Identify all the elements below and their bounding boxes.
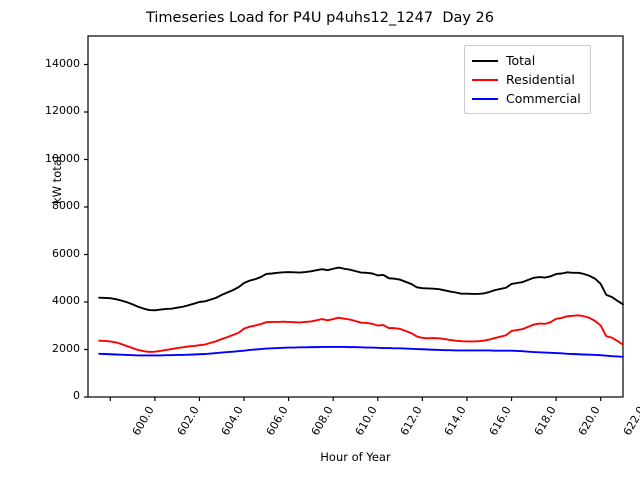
y-axis-label-wrapper: kW total — [46, 120, 66, 240]
series-line-residential — [98, 314, 624, 353]
y-tick-label: 6000 — [52, 246, 80, 260]
series-line-commercial — [98, 345, 624, 358]
legend-swatch-icon — [472, 59, 498, 62]
data-lines — [98, 266, 624, 358]
y-tick-label: 0 — [73, 389, 80, 402]
series-line-total — [98, 266, 624, 312]
legend-label: Total — [506, 53, 536, 68]
axis-ticks — [84, 63, 602, 401]
legend-swatch-icon — [472, 78, 498, 81]
y-tick-label: 14000 — [45, 56, 80, 70]
y-tick-label: 4000 — [52, 294, 80, 307]
plot-border — [87, 35, 624, 398]
y-tick-label: 2000 — [52, 341, 80, 355]
legend-entry-total: Total — [472, 51, 581, 70]
y-tick-label: 10000 — [45, 151, 80, 165]
legend-entry-commercial: Commercial — [472, 89, 581, 108]
chart-title: Timeseries Load for P4U p4uhs12_1247 Day… — [145, 10, 495, 26]
y-tick-label: 12000 — [45, 104, 80, 117]
legend-entry-residential: Residential — [472, 70, 581, 89]
x-axis-label: Hour of Year — [320, 450, 391, 464]
legend-swatch-icon — [472, 97, 498, 100]
chart-legend: Total Residential Commercial — [464, 45, 591, 114]
legend-label: Commercial — [506, 91, 581, 106]
axes-frame — [87, 35, 624, 398]
legend-label: Residential — [506, 72, 575, 87]
y-tick-label: 8000 — [52, 199, 80, 212]
